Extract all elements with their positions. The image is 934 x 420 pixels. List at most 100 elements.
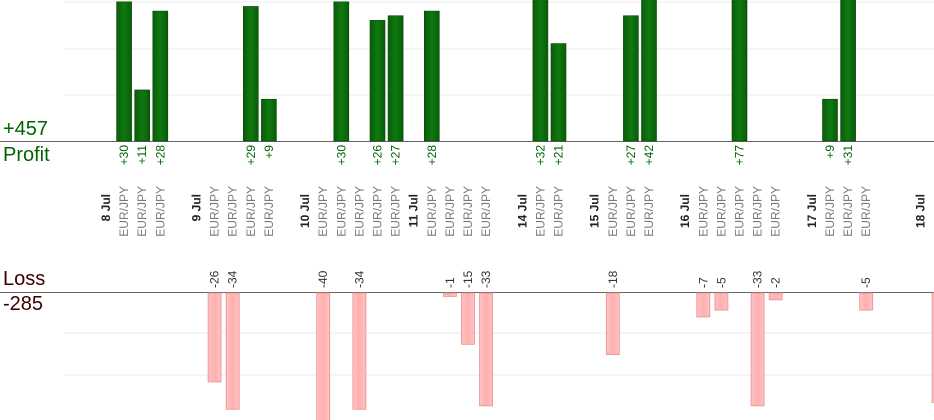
gridlines: [64, 1, 934, 376]
loss-value-label: -33: [751, 270, 765, 288]
loss-value-label: -34: [226, 270, 240, 288]
bars: [116, 0, 934, 420]
symbol-label: EUR/JPY: [334, 186, 348, 237]
date-label: 18 Jul: [914, 194, 928, 228]
date-label: 15 Jul: [588, 194, 602, 228]
loss-bar: [207, 292, 222, 383]
symbol-label: EUR/JPY: [751, 186, 765, 237]
profit-value-label: +27: [624, 145, 638, 166]
symbol-label: EUR/JPY: [642, 186, 656, 237]
loss-bar: [316, 292, 331, 420]
loss-bar: [352, 292, 367, 410]
profit-value-label: +30: [334, 145, 348, 166]
date-label: 11 Jul: [407, 194, 421, 227]
loss-bar: [859, 292, 874, 311]
symbol-label: EUR/JPY: [316, 186, 330, 237]
symbol-label: EUR/JPY: [841, 186, 855, 237]
symbol-label: EUR/JPY: [244, 186, 258, 237]
symbol-label: EUR/JPY: [153, 186, 167, 237]
profit-value-label: +27: [389, 145, 403, 166]
loss-value-label: -26: [208, 270, 222, 288]
date-label: 16 Jul: [678, 194, 692, 228]
profit-value-label: +28: [153, 145, 167, 166]
loss-bar: [605, 292, 620, 355]
loss-value-label: -5: [859, 277, 873, 288]
profit-value-label: +31: [841, 145, 855, 166]
symbol-label: EUR/JPY: [425, 186, 439, 237]
profit-bar: [840, 0, 856, 142]
date-label: 9 Jul: [190, 194, 204, 221]
profit-value-label: +26: [371, 145, 385, 166]
profit-bar: [369, 20, 386, 142]
symbol-label: EUR/JPY: [135, 186, 149, 237]
profit-bar: [134, 89, 150, 142]
profit-bar: [116, 1, 132, 142]
symbol-label: EUR/JPY: [823, 186, 837, 237]
loss-label: Loss: [3, 268, 46, 290]
profit-value-label: +42: [642, 145, 656, 166]
loss-value-label: -2: [769, 277, 783, 288]
profit-bar: [423, 10, 440, 142]
loss-bar: [931, 292, 934, 403]
loss-total: -285: [3, 293, 44, 315]
loss-bar: [461, 292, 475, 345]
symbol-label: EUR/JPY: [606, 186, 620, 237]
symbol-label: EUR/JPY: [389, 186, 403, 237]
profit-bar: [152, 10, 169, 142]
profit-bar: [261, 98, 277, 142]
date-label: 17 Jul: [805, 194, 819, 228]
symbol-label: EUR/JPY: [208, 186, 222, 237]
loss-value-label: -15: [461, 270, 475, 288]
loss-value-label: -40: [316, 270, 330, 288]
loss-bar: [714, 292, 729, 311]
loss-bar: [696, 292, 711, 318]
symbol-label: EUR/JPY: [262, 186, 276, 237]
profit-bar: [623, 15, 639, 142]
loss-value-label: -5: [714, 277, 728, 288]
symbol-label: EUR/JPY: [371, 186, 385, 237]
loss-bar: [750, 292, 765, 407]
date-label: 14 Jul: [515, 194, 529, 228]
symbol-label: EUR/JPY: [714, 186, 728, 237]
profit-bar: [333, 1, 350, 142]
loss-value-label: -7: [696, 277, 710, 288]
profit-bar: [532, 0, 549, 142]
date-label: 8 Jul: [99, 194, 113, 221]
symbol-label: EUR/JPY: [733, 186, 747, 237]
symbol-label: EUR/JPY: [443, 186, 457, 237]
symbol-label: EUR/JPY: [479, 186, 493, 237]
symbol-label: EUR/JPY: [769, 186, 783, 237]
labels: +30 EUR/JPY +11 EUR/JPY +28 EUR/JPY -26 EUR/JPY…: [99, 145, 934, 288]
symbol-label: EUR/JPY: [226, 186, 240, 237]
profit-value-label: +28: [425, 145, 439, 166]
loss-bar: [442, 292, 457, 297]
loss-value-label: -1: [443, 277, 457, 288]
profit-value-label: +11: [135, 145, 149, 165]
loss-value-label: -18: [606, 270, 620, 288]
profit-bar: [387, 15, 404, 142]
loss-bar: [225, 292, 240, 410]
symbol-label: EUR/JPY: [696, 186, 710, 237]
profit-value-label: +32: [533, 145, 547, 166]
profit-total: +457: [3, 118, 49, 140]
loss-bar: [768, 292, 783, 301]
loss-bar: [479, 292, 494, 407]
profit-value-label: +21: [552, 145, 566, 166]
symbol-label: EUR/JPY: [533, 186, 547, 237]
profit-bar: [731, 0, 748, 142]
profit-bar: [243, 6, 259, 142]
profit-bar: [550, 43, 567, 142]
profit-value-label: +9: [823, 145, 837, 159]
symbol-label: EUR/JPY: [932, 186, 934, 237]
symbol-label: EUR/JPY: [624, 186, 638, 237]
baselines: [0, 141, 934, 293]
symbol-label: EUR/JPY: [461, 186, 475, 237]
symbol-label: EUR/JPY: [352, 186, 366, 237]
profit-bar: [641, 0, 657, 142]
date-label: 10 Jul: [298, 194, 312, 228]
profit-value-label: +30: [117, 145, 131, 166]
profit-value-label: +29: [244, 145, 258, 166]
symbol-label: EUR/JPY: [117, 186, 131, 237]
profit-value-label: +9: [262, 145, 276, 159]
